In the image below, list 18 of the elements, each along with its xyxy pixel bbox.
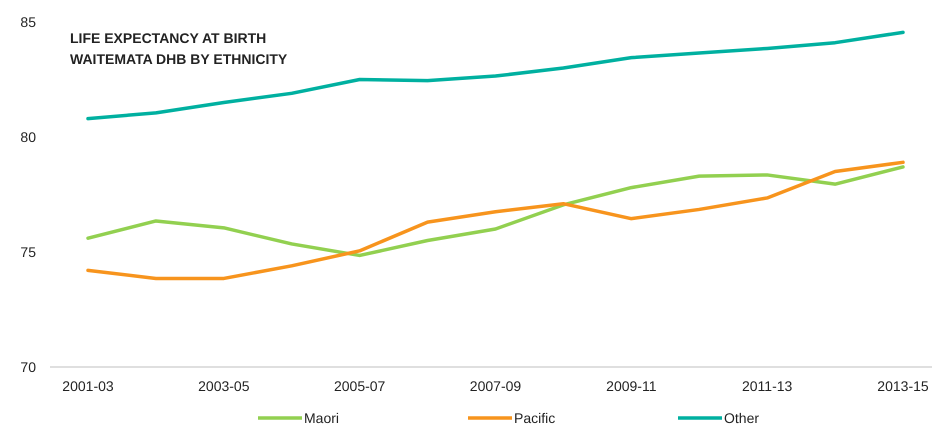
legend-label: Pacific: [514, 410, 556, 426]
x-tick-label: 2003-05: [198, 378, 250, 394]
x-tick-label: 2001-03: [62, 378, 114, 394]
x-tick-label: 2013-15: [877, 378, 929, 394]
y-tick-label: 75: [20, 244, 36, 260]
text: WAITEMATA DHB BY ETHNICITY: [70, 51, 288, 67]
x-tick-label: 2007-09: [470, 378, 522, 394]
y-tick-label: 85: [20, 14, 36, 30]
y-tick-label: 80: [20, 128, 36, 145]
x-tick-label: 2005-07: [334, 378, 386, 394]
legend-label: Other: [724, 410, 760, 426]
x-tick-label: 2009-11: [606, 378, 657, 394]
line-series: [86, 165, 905, 258]
line-series: [86, 160, 905, 280]
y-tick-label: 70: [20, 358, 36, 375]
x-tick-label: 2011-13: [742, 378, 793, 394]
legend-label: Maori: [304, 410, 340, 426]
text: LIFE EXPECTANCY AT BIRTH: [70, 30, 266, 46]
